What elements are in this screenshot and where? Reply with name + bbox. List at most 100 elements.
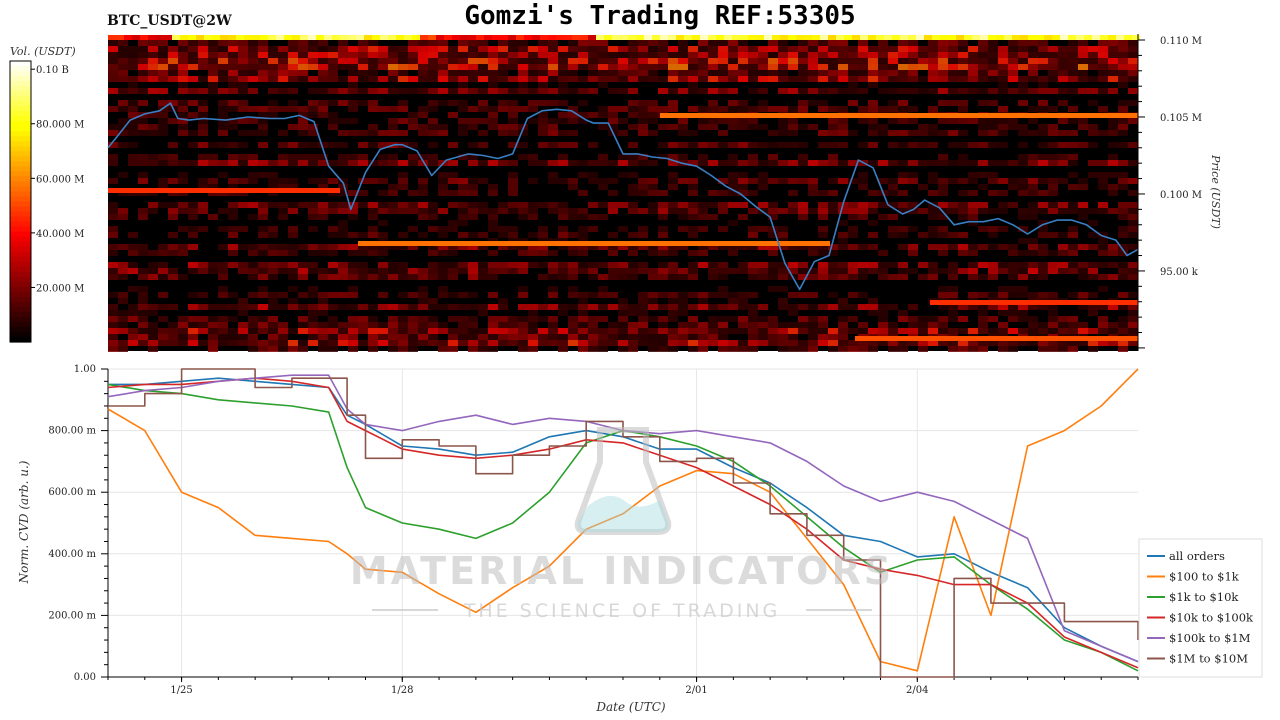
heatmap-cell [348, 106, 358, 112]
heatmap-cell [928, 172, 938, 178]
heatmap-cell [338, 322, 348, 328]
heatmap-cell [1078, 184, 1088, 190]
heatmap-cell [778, 76, 788, 82]
heatmap-cell [578, 100, 588, 106]
heatmap-cell [1018, 142, 1028, 148]
heatmap-cell [968, 220, 978, 226]
heatmap-cell [768, 268, 778, 274]
heatmap-cell [398, 334, 408, 340]
heatmap-cell [568, 178, 578, 184]
heatmap-cell [188, 202, 198, 208]
heatmap-cell [998, 226, 1008, 232]
heatmap-cell [918, 274, 928, 280]
heatmap-cell [1128, 100, 1138, 106]
heatmap-cell [598, 316, 608, 322]
heatmap-cell [1118, 52, 1128, 58]
colorbar-segment [10, 291, 31, 298]
heatmap-cell [1018, 208, 1028, 214]
heatmap-cell [588, 274, 598, 280]
heatmap-cell [458, 40, 468, 46]
heatmap-cell [218, 118, 228, 124]
heatmap-cell [298, 124, 308, 130]
heatmap-cell [538, 226, 548, 232]
heatmap-cell [588, 334, 598, 340]
heatmap-cell [578, 262, 588, 268]
heatmap-cell [478, 310, 488, 316]
heatmap-cell [198, 304, 208, 310]
heatmap-cell [248, 52, 258, 58]
heatmap-cell [1018, 328, 1028, 334]
heatmap-cell [568, 316, 578, 322]
heatmap-cell [138, 172, 148, 178]
legend-box [1138, 538, 1263, 678]
heatmap-cell [448, 76, 458, 82]
heatmap-cell [938, 226, 948, 232]
heatmap-cell [508, 76, 518, 82]
heatmap-cell [658, 250, 668, 256]
heatmap-cell [168, 244, 178, 250]
heatmap-cell [528, 310, 538, 316]
heatmap-cell [908, 58, 918, 64]
heatmap-cell [928, 142, 938, 148]
heatmap-cell [1028, 70, 1038, 76]
heatmap-cell [698, 58, 708, 64]
heatmap-cell [908, 88, 918, 94]
heatmap-cell [318, 40, 328, 46]
heatmap-cell [236, 35, 244, 40]
heatmap-cell [678, 124, 688, 130]
heatmap-cell [388, 328, 398, 334]
heatmap-cell [178, 226, 188, 232]
heatmap-cell [878, 64, 888, 70]
heatmap-cell [488, 160, 498, 166]
heatmap-cell [468, 340, 478, 346]
heatmap-cell [1048, 292, 1058, 298]
heatmap-cell [1128, 322, 1138, 328]
heatmap-cell [128, 250, 138, 256]
heatmap-cell [408, 202, 418, 208]
heatmap-cell [238, 100, 248, 106]
heatmap-cell [968, 52, 978, 58]
heatmap-cell [988, 190, 998, 196]
heatmap-cell [1098, 46, 1108, 52]
heatmap-cell [678, 334, 688, 340]
heatmap-cell [308, 244, 318, 250]
heatmap-cell [338, 190, 348, 196]
heatmap-cell [1108, 328, 1118, 334]
heatmap-cell [396, 35, 404, 40]
heatmap-cell [148, 58, 158, 64]
heatmap-cell [758, 160, 768, 166]
heatmap-cell [458, 232, 468, 238]
heatmap-cell [458, 316, 468, 322]
heatmap-cell [958, 190, 968, 196]
heatmap-cell [538, 328, 548, 334]
heatmap-cell [998, 322, 1008, 328]
heatmap-cell [404, 35, 412, 40]
heatmap-cell [638, 334, 648, 340]
heatmap-cell [398, 232, 408, 238]
heatmap-cell [968, 292, 978, 298]
heatmap-cell [932, 35, 940, 40]
heatmap-cell [808, 40, 818, 46]
heatmap-cell [128, 154, 138, 160]
heatmap-cell [918, 340, 928, 346]
heatmap-cell [278, 70, 288, 76]
heatmap-cell [528, 100, 538, 106]
heatmap-cell [1118, 346, 1128, 352]
heatmap-cell [578, 304, 588, 310]
heatmap-cell [768, 286, 778, 292]
heatmap-cell [188, 268, 198, 274]
heatmap-cell [172, 35, 180, 40]
heatmap-cell [758, 316, 768, 322]
heatmap-cell [268, 172, 278, 178]
heatmap-cell [678, 304, 688, 310]
heatmap-cell [648, 304, 658, 310]
heatmap-cell [108, 304, 118, 310]
heatmap-cell [578, 334, 588, 340]
heatmap-cell [278, 160, 288, 166]
heatmap-cell [578, 244, 588, 250]
heatmap-cell [248, 130, 258, 136]
heatmap-cell [928, 328, 938, 334]
heatmap-cell [638, 124, 648, 130]
heatmap-cell [372, 35, 380, 40]
